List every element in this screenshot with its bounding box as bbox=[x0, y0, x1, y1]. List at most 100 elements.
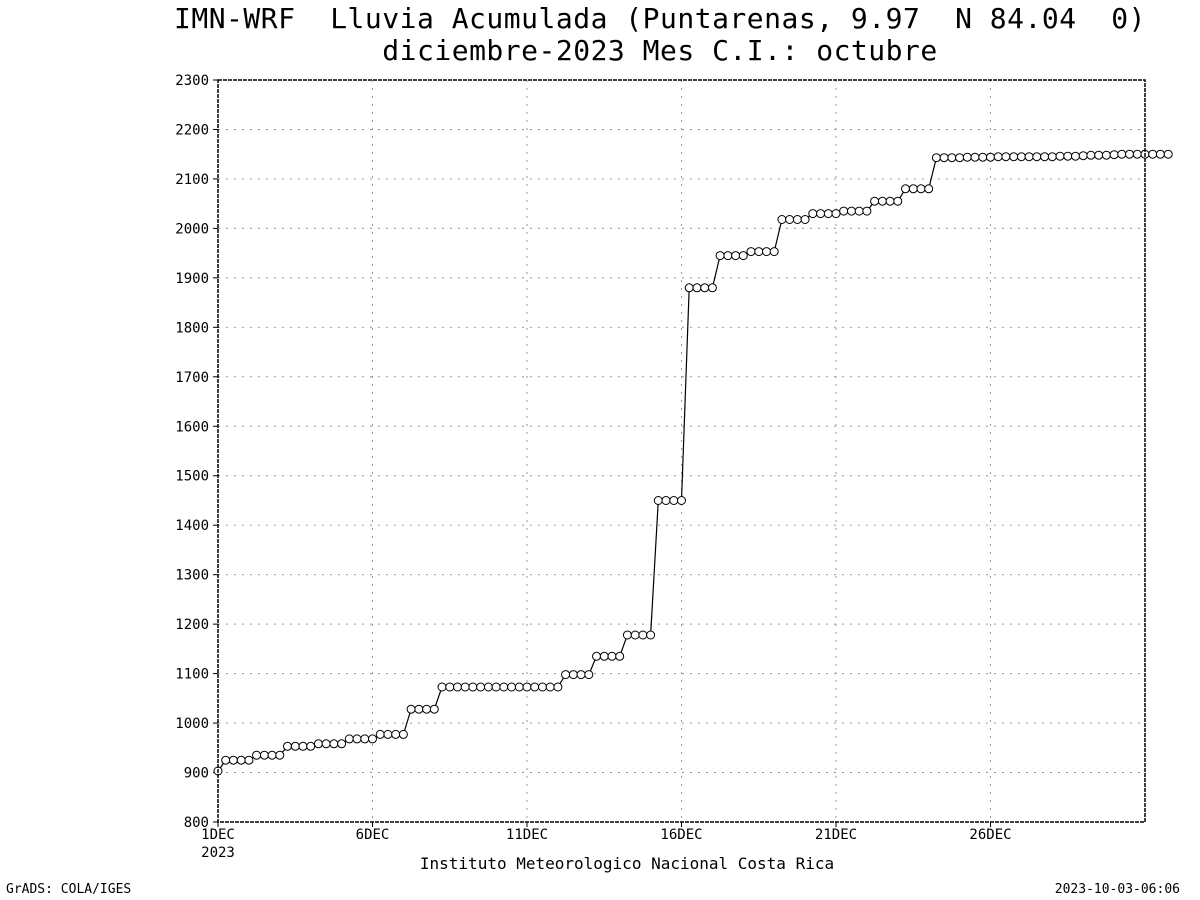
data-point bbox=[707, 283, 717, 293]
data-point bbox=[1132, 149, 1142, 159]
y-tick-label: 1200 bbox=[175, 617, 209, 633]
data-point bbox=[769, 247, 779, 257]
data-point bbox=[545, 682, 555, 692]
data-point bbox=[638, 630, 648, 640]
x-tick-label: 16DEC bbox=[660, 827, 702, 843]
data-point bbox=[762, 247, 771, 257]
y-tick-label: 1100 bbox=[175, 667, 209, 683]
data-point bbox=[677, 496, 686, 505]
data-point bbox=[375, 729, 385, 739]
data-point bbox=[931, 153, 941, 163]
data-point bbox=[422, 704, 432, 714]
data-point bbox=[259, 750, 269, 760]
data-point bbox=[653, 496, 663, 505]
plot-frame bbox=[217, 79, 1146, 823]
data-point bbox=[290, 741, 300, 751]
data-point bbox=[962, 152, 972, 162]
data-point bbox=[406, 704, 416, 714]
data-point bbox=[785, 215, 795, 224]
data-point bbox=[1125, 149, 1134, 159]
data-point bbox=[499, 682, 509, 692]
data-point bbox=[955, 153, 965, 163]
x-tick-label: 6DEC bbox=[356, 827, 390, 843]
y-tick-label: 2000 bbox=[175, 221, 209, 237]
data-point bbox=[453, 682, 462, 692]
data-point bbox=[321, 739, 331, 749]
data-point bbox=[584, 670, 594, 680]
data-point bbox=[993, 152, 1003, 162]
data-point bbox=[337, 739, 347, 749]
data-point bbox=[746, 247, 756, 257]
data-point bbox=[522, 682, 532, 692]
y-tick-label: 2100 bbox=[175, 172, 209, 188]
data-point bbox=[622, 630, 632, 640]
data-point bbox=[1047, 152, 1057, 162]
data-point bbox=[847, 206, 856, 216]
data-point bbox=[607, 651, 617, 661]
data-point bbox=[244, 755, 254, 765]
data-point bbox=[1117, 149, 1127, 159]
data-point bbox=[877, 196, 887, 206]
data-point bbox=[715, 251, 725, 261]
data-point bbox=[360, 734, 370, 744]
data-point bbox=[483, 682, 493, 692]
data-point bbox=[352, 734, 362, 744]
data-point bbox=[538, 682, 547, 692]
data-point bbox=[221, 755, 231, 765]
data-point bbox=[267, 750, 277, 760]
data-point bbox=[568, 670, 578, 680]
data-point bbox=[514, 682, 524, 692]
chart-title: IMN-WRF Lluvia Acumulada (Puntarenas, 9.… bbox=[173, 2, 1146, 35]
x-tick-sublabel: 2023 bbox=[201, 845, 235, 861]
data-point bbox=[939, 153, 949, 163]
data-point bbox=[792, 215, 802, 224]
data-point bbox=[862, 206, 872, 216]
data-point bbox=[723, 251, 733, 261]
y-tick-label: 900 bbox=[184, 766, 209, 782]
data-point bbox=[1071, 151, 1080, 161]
data-point bbox=[476, 682, 486, 692]
data-point bbox=[553, 682, 563, 692]
data-point bbox=[507, 682, 517, 692]
y-tick-label: 1600 bbox=[175, 419, 209, 435]
data-point bbox=[530, 682, 540, 692]
data-point bbox=[823, 209, 833, 219]
data-point bbox=[283, 741, 292, 751]
y-tick-label: 1500 bbox=[175, 469, 209, 485]
data-point bbox=[1016, 152, 1026, 162]
data-point bbox=[901, 184, 910, 194]
data-point bbox=[754, 247, 764, 257]
data-point bbox=[344, 734, 354, 744]
data-point bbox=[630, 630, 640, 640]
data-point bbox=[738, 251, 748, 261]
axes: 800 900 1000 1100 1200 1300 1400 1500 1600 1700 18… bbox=[175, 73, 1011, 861]
data-point bbox=[368, 734, 377, 744]
y-tick-label: 1300 bbox=[175, 568, 209, 584]
footer-timestamp: 2023-10-03-06:06 bbox=[1054, 882, 1180, 897]
data-point bbox=[236, 755, 246, 765]
data-point bbox=[692, 283, 702, 293]
x-axis-label: Instituto Meteorologico Nacional Costa R… bbox=[420, 854, 834, 873]
data-point bbox=[978, 152, 988, 162]
data-point bbox=[460, 682, 470, 692]
data-point bbox=[1032, 152, 1042, 162]
data-point bbox=[252, 750, 262, 760]
data-point bbox=[329, 739, 339, 749]
data-point bbox=[437, 682, 447, 692]
data-point bbox=[684, 283, 694, 293]
data-point bbox=[831, 209, 841, 219]
series-line bbox=[217, 153, 1169, 772]
data-point bbox=[414, 704, 424, 714]
y-tick-label: 2300 bbox=[175, 73, 209, 89]
data-point bbox=[870, 196, 880, 206]
data-point bbox=[1148, 149, 1158, 159]
data-point bbox=[1094, 150, 1104, 160]
data-point bbox=[800, 215, 810, 224]
y-tick-label: 1800 bbox=[175, 320, 209, 336]
x-tick-label: 21DEC bbox=[815, 827, 857, 843]
data-point bbox=[306, 741, 316, 751]
data-point bbox=[592, 651, 601, 661]
data-point bbox=[916, 184, 926, 194]
y-tick-label: 1400 bbox=[175, 518, 209, 534]
